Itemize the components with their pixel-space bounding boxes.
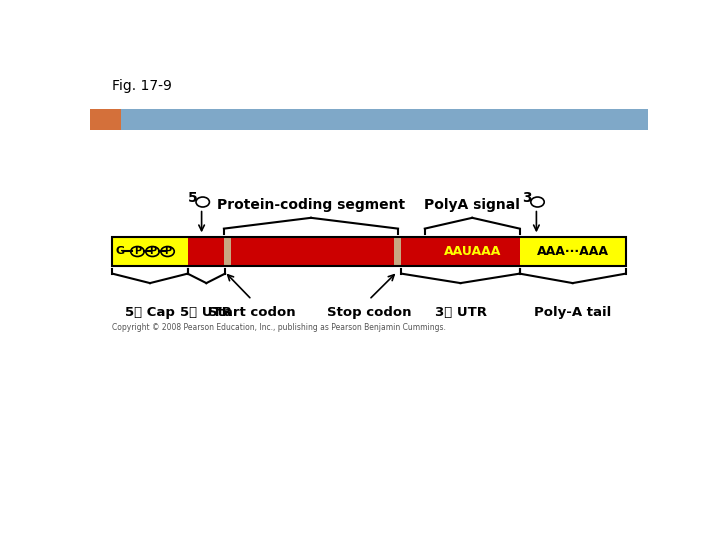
- Text: P: P: [149, 246, 156, 256]
- Text: Poly-A tail: Poly-A tail: [534, 306, 611, 319]
- Text: 5⍥ UTR: 5⍥ UTR: [180, 306, 232, 319]
- Text: P: P: [134, 246, 141, 256]
- Bar: [112, 237, 626, 266]
- Text: 3⍥ UTR: 3⍥ UTR: [434, 306, 487, 319]
- Text: 3: 3: [522, 191, 532, 205]
- Text: 5⍥ Cap: 5⍥ Cap: [125, 306, 175, 319]
- Text: Protein-coding segment: Protein-coding segment: [217, 198, 405, 212]
- Text: G: G: [115, 246, 124, 256]
- Text: PolyA signal: PolyA signal: [424, 198, 520, 212]
- Bar: [121, 109, 648, 131]
- Bar: [188, 237, 520, 266]
- Text: Fig. 17-9: Fig. 17-9: [112, 79, 172, 93]
- Bar: [90, 109, 121, 131]
- Text: P: P: [164, 246, 171, 256]
- Bar: [112, 237, 188, 266]
- Text: Stop codon: Stop codon: [327, 306, 411, 319]
- Text: AAA···AAA: AAA···AAA: [536, 245, 608, 258]
- Text: Start codon: Start codon: [208, 306, 296, 319]
- Bar: [224, 237, 230, 266]
- Bar: [520, 237, 626, 266]
- Text: Copyright © 2008 Pearson Education, Inc., publishing as Pearson Benjamin Cumming: Copyright © 2008 Pearson Education, Inc.…: [112, 322, 446, 332]
- Text: 5: 5: [187, 191, 197, 205]
- Text: AAUAAA: AAUAAA: [444, 245, 501, 258]
- Bar: [394, 237, 401, 266]
